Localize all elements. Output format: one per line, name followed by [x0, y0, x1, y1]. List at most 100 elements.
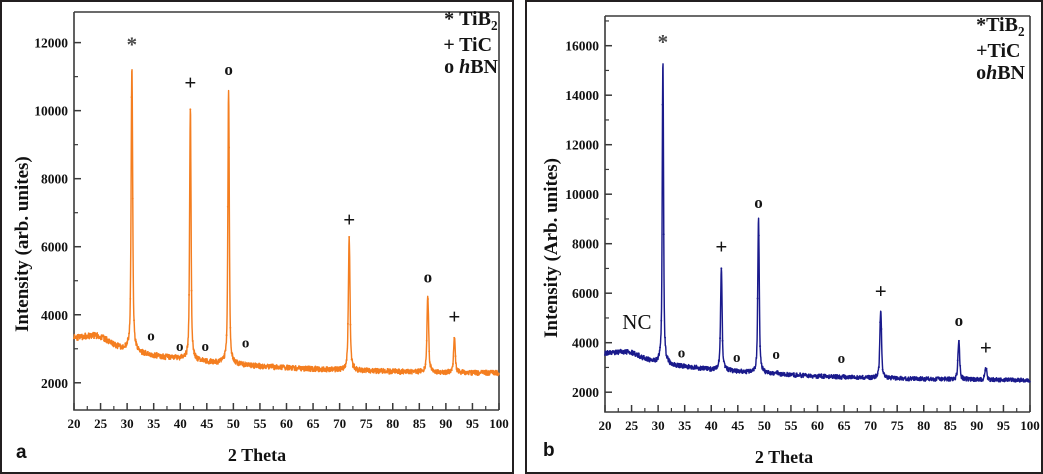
svg-text:o: o: [678, 346, 686, 362]
svg-text:o: o: [772, 347, 780, 363]
svg-text:35: 35: [147, 416, 161, 431]
svg-text:12000: 12000: [565, 138, 599, 153]
svg-text:o: o: [176, 339, 184, 355]
panel-a: 20 25 30 35 40 45 50 55 60 65 70 75 80 85 90 95 100 2000 4…: [0, 0, 514, 474]
svg-text:*: *: [127, 32, 138, 56]
svg-text:90: 90: [439, 416, 452, 431]
svg-text:NC: NC: [622, 310, 651, 334]
svg-text:+: +: [343, 207, 355, 231]
svg-text:+: +: [184, 71, 196, 95]
panel-label-b: b: [543, 440, 555, 461]
legend-symbol-plus: +: [976, 39, 988, 62]
legend-symbol-star: *: [444, 8, 455, 30]
svg-text:95: 95: [997, 418, 1011, 433]
panel-divider: [514, 0, 525, 474]
legend-symbol-plus: +: [443, 33, 455, 56]
x-axis-label-b: 2 Theta: [754, 447, 814, 467]
svg-text:35: 35: [678, 418, 692, 433]
svg-text:45: 45: [200, 416, 214, 431]
svg-text:55: 55: [784, 418, 798, 433]
svg-text:+: +: [448, 305, 460, 329]
svg-text:85: 85: [944, 418, 958, 433]
legend-label-tic: TiC: [459, 33, 493, 56]
svg-text:4000: 4000: [41, 308, 68, 323]
legend-label-tic: TiC: [987, 39, 1021, 62]
xrd-plot-a: 20 25 30 35 40 45 50 55 60 65 70 75 80 85 90 95 100 2000 4…: [34, 11, 509, 431]
svg-text:30: 30: [652, 418, 665, 433]
svg-text:45: 45: [731, 418, 745, 433]
panel-label-a: a: [16, 442, 27, 463]
xrd-plot-b: 20 25 30 35 40 45 50 55 60 65 70 75 80 85 90 95 100 2000 4…: [565, 15, 1040, 433]
legend-label-hbn: hBN: [459, 56, 498, 79]
svg-text:6000: 6000: [572, 286, 599, 301]
svg-text:95: 95: [466, 416, 480, 431]
svg-text:o: o: [147, 328, 155, 344]
svg-text:70: 70: [864, 418, 877, 433]
svg-text:*: *: [658, 30, 669, 54]
svg-text:25: 25: [625, 418, 639, 433]
svg-text:70: 70: [333, 416, 346, 431]
svg-text:80: 80: [917, 418, 930, 433]
svg-text:10000: 10000: [565, 187, 599, 202]
svg-text:10000: 10000: [34, 104, 68, 119]
svg-text:90: 90: [970, 418, 983, 433]
svg-text:65: 65: [307, 416, 321, 431]
svg-text:16000: 16000: [565, 39, 599, 54]
svg-text:100: 100: [489, 416, 509, 431]
svg-text:20: 20: [599, 418, 612, 433]
svg-text:2000: 2000: [572, 385, 599, 400]
legend-label-tib2: TiB2: [986, 14, 1025, 39]
x-axis-label-a: 2 Theta: [227, 445, 287, 465]
svg-text:50: 50: [227, 416, 240, 431]
legend-item-tib2: * TiB2: [439, 8, 498, 34]
svg-text:o: o: [424, 267, 433, 286]
legend-label-hbn: hBN: [986, 62, 1025, 85]
svg-text:+: +: [715, 235, 727, 259]
svg-text:60: 60: [811, 418, 824, 433]
svg-text:60: 60: [280, 416, 293, 431]
svg-text:55: 55: [253, 416, 267, 431]
svg-text:o: o: [838, 351, 846, 367]
y-axis-label-b: Intensity (Arb. unites): [541, 158, 562, 338]
svg-text:50: 50: [758, 418, 771, 433]
svg-text:14000: 14000: [565, 88, 599, 103]
svg-text:o: o: [754, 193, 763, 212]
svg-text:2000: 2000: [41, 376, 68, 391]
svg-text:8000: 8000: [572, 237, 599, 252]
svg-text:o: o: [242, 336, 250, 352]
svg-text:6000: 6000: [41, 240, 68, 255]
svg-text:75: 75: [360, 416, 374, 431]
svg-text:8000: 8000: [41, 172, 68, 187]
legend-label-tib2: TiB2: [459, 8, 498, 33]
svg-text:20: 20: [68, 416, 81, 431]
svg-text:30: 30: [121, 416, 134, 431]
svg-text:85: 85: [413, 416, 427, 431]
y-axis-label-a: Intensity (arb. unites): [12, 156, 33, 332]
legend-symbol-circle: o: [444, 56, 455, 79]
svg-text:65: 65: [838, 418, 852, 433]
svg-text:o: o: [733, 350, 741, 366]
svg-text:+: +: [980, 336, 992, 360]
svg-text:40: 40: [705, 418, 718, 433]
legend-item-hbn: o hBN: [976, 62, 1025, 84]
svg-text:100: 100: [1020, 418, 1040, 433]
legend-a: * TiB2 + TiC o hBN: [439, 8, 498, 79]
svg-text:80: 80: [386, 416, 399, 431]
svg-text:o: o: [224, 60, 233, 79]
panel-b: 20 25 30 35 40 45 50 55 60 65 70 75 80 85 90 95 100 2000 4…: [525, 0, 1043, 474]
svg-text:o: o: [201, 339, 209, 355]
legend-symbol-star: *: [976, 14, 987, 36]
legend-symbol-circle: o: [976, 62, 987, 85]
svg-text:o: o: [955, 311, 964, 330]
legend-item-hbn: o hBN: [439, 56, 498, 78]
svg-text:12000: 12000: [34, 36, 68, 51]
legend-item-tic: + TiC: [976, 40, 1025, 62]
legend-item-tic: + TiC: [439, 34, 498, 56]
svg-text:4000: 4000: [572, 336, 599, 351]
svg-text:75: 75: [891, 418, 905, 433]
legend-b: * TiB2 + TiC o hBN: [976, 14, 1025, 85]
legend-item-tib2: * TiB2: [976, 14, 1025, 40]
svg-text:40: 40: [174, 416, 187, 431]
svg-text:25: 25: [94, 416, 108, 431]
